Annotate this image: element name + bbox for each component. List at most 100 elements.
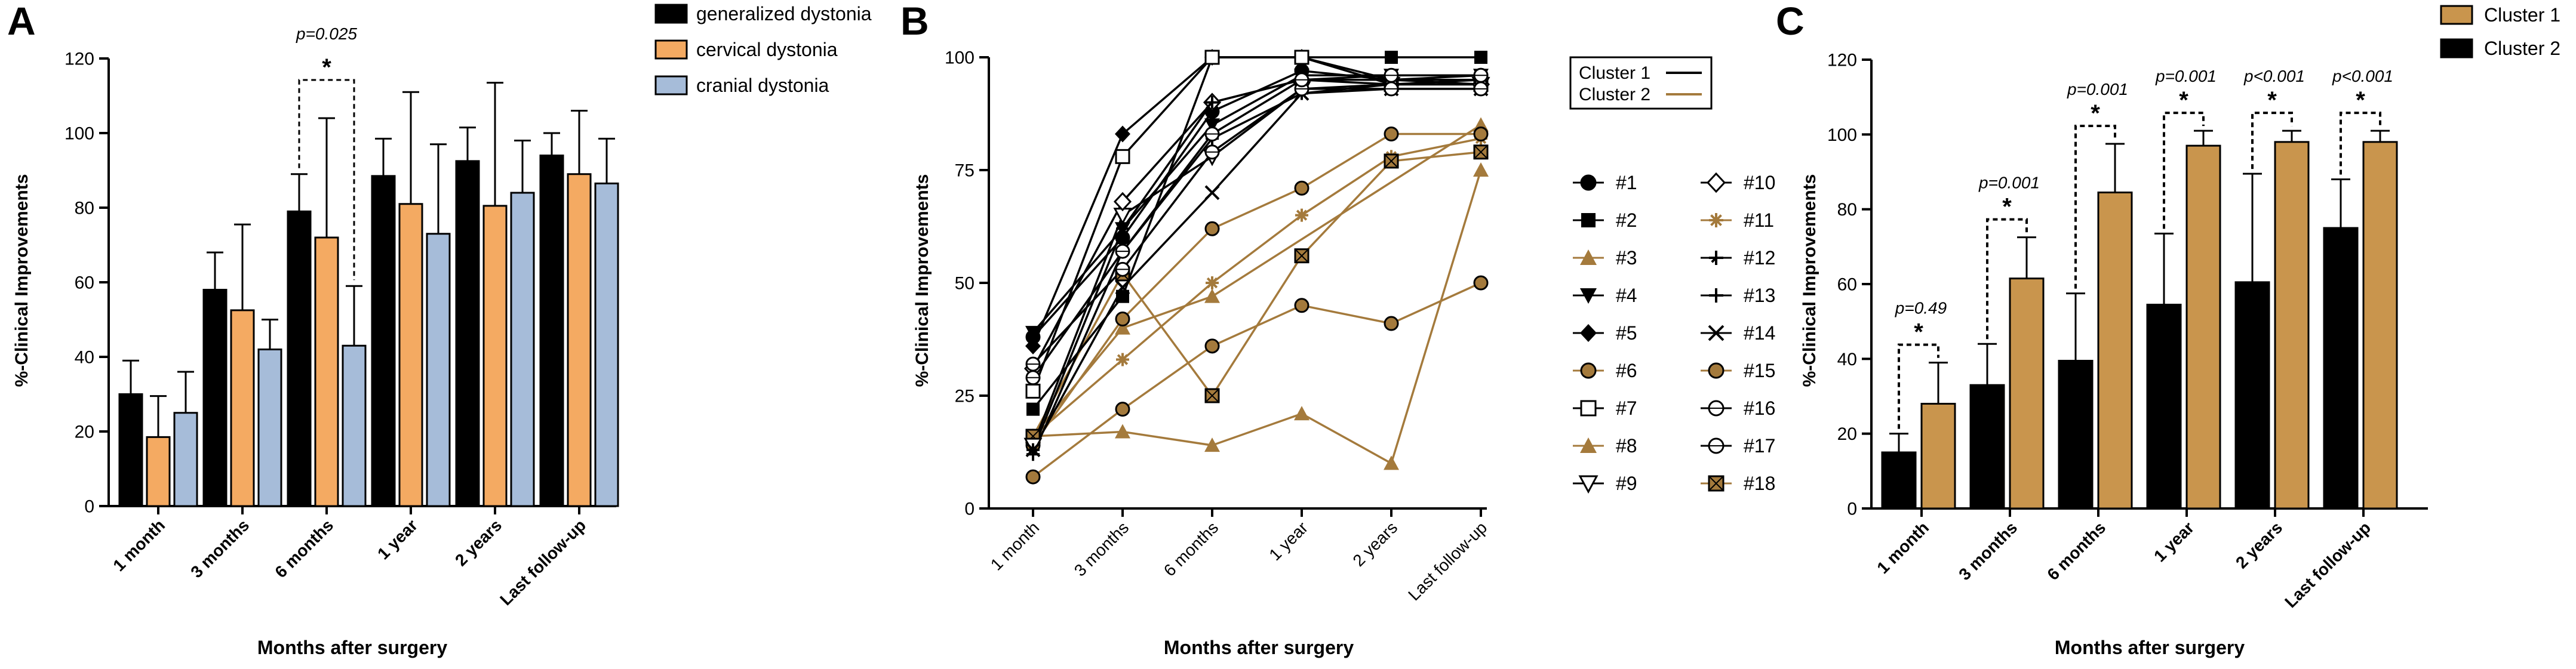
x-tick-label: 3 months: [1071, 518, 1132, 579]
bar-Cluster-2: [1969, 384, 2005, 510]
bar-cervical-dystonia: [482, 205, 508, 507]
series-line-p8: [1032, 169, 1482, 465]
marker-shape: [1115, 125, 1130, 143]
marker-shape: [1474, 145, 1488, 159]
panel-c: C 0 20 40 60 80 100 120 %-Clinical Improvements M…: [1776, 0, 2560, 658]
bar-Cluster-1: [1920, 403, 1956, 510]
marker-shape: [1204, 118, 1220, 133]
bar-Cluster-2: [2323, 227, 2359, 510]
marker-triangle: [1384, 455, 1399, 470]
significance-star: *: [2356, 87, 2365, 113]
x-tick-label: Last follow-up: [1404, 518, 1490, 604]
legend-label: #1: [1616, 172, 1637, 193]
marker-circle: [1580, 174, 1597, 191]
y-tick-label: 60: [1837, 275, 1857, 295]
marker-asterisk: [1295, 208, 1308, 222]
marker-circle: [1708, 362, 1724, 379]
marker-shape: [1294, 406, 1309, 421]
y-tick-label: 75: [955, 161, 975, 181]
bar-generalized-dystonia: [287, 210, 312, 507]
legend-swatch: [654, 39, 688, 60]
legend-label: #5: [1616, 322, 1637, 344]
marker-shape: [1115, 149, 1130, 164]
x-tick-label: 2 years: [451, 516, 505, 569]
series-line-p11: [1032, 137, 1481, 437]
marker-shape: [1580, 362, 1597, 379]
marker-circle-open: [1384, 81, 1399, 97]
marker-square: [1474, 51, 1487, 64]
marker-square-cross: [1204, 388, 1220, 403]
marker-shape: [1294, 180, 1309, 196]
x-tick-label: 1 year: [374, 516, 421, 563]
marker-asterisk: [1709, 213, 1723, 227]
marker-square-open: [1025, 383, 1041, 399]
bar-cervical-dystonia: [230, 309, 255, 507]
y-tick-label: 0: [84, 497, 94, 517]
marker-shape: [1204, 437, 1220, 452]
marker-shape: [1115, 424, 1130, 439]
marker-shape: [1204, 185, 1220, 201]
y-tick-label: 100: [945, 48, 975, 68]
legend-label: #15: [1744, 360, 1775, 381]
p-value: p<0.001: [2243, 67, 2305, 85]
significance-bracket: [2251, 112, 2293, 169]
marker-circle-open: [1708, 437, 1724, 454]
marker-shape: [1581, 213, 1596, 227]
marker-shape: [1384, 127, 1399, 142]
y-axis-title: %-Clinical Improvements: [1800, 174, 1819, 387]
legend-label: #17: [1744, 435, 1775, 457]
cluster-legend-label: Cluster 1: [1579, 63, 1650, 83]
marker-shape: [1473, 127, 1489, 142]
marker-circle-open: [1025, 370, 1041, 386]
marker-shape: [1205, 389, 1219, 403]
legend-label: #13: [1744, 285, 1775, 306]
x-axis-title: Months after surgery: [1164, 637, 1354, 658]
bar-Cluster-1: [2185, 144, 2221, 510]
marker-shape: [1295, 248, 1309, 263]
p-value: p=0.001: [2067, 80, 2128, 98]
x-tick-label: 3 months: [1955, 518, 2021, 584]
marker-shape: [1473, 162, 1489, 177]
legend-label: cervical dystonia: [696, 39, 838, 60]
marker-shape: [1474, 51, 1487, 64]
legend-swatch: [654, 4, 688, 24]
legend-swatch: [2440, 5, 2473, 25]
marker-circle: [1473, 275, 1489, 291]
bar-Cluster-1: [2274, 141, 2310, 510]
significance-star: *: [2002, 194, 2012, 220]
marker-circle-open: [1473, 81, 1489, 97]
x-tick-label: 2 years: [1349, 518, 1401, 570]
marker-triangle-down: [1025, 326, 1041, 341]
bar-cranial-dystonia: [173, 412, 198, 507]
x-tick-label: 3 months: [187, 516, 253, 581]
y-tick-label: 20: [75, 423, 94, 442]
x-tick-label: Last follow-up: [2281, 518, 2374, 611]
p-value: p=0.025: [296, 24, 357, 43]
series-line-p18: [1032, 151, 1481, 437]
marker-shape: [1580, 437, 1597, 453]
y-tick-label: 100: [64, 124, 94, 144]
significance-star: *: [322, 54, 331, 81]
marker-circle-open: [1115, 243, 1130, 259]
marker-triangle: [1115, 320, 1130, 335]
marker-diamond: [1580, 324, 1597, 342]
marker-square-open: [1294, 50, 1309, 65]
bar-cervical-dystonia: [146, 436, 171, 507]
y-tick-label: 120: [1827, 51, 1857, 70]
y-tick-label: 0: [964, 500, 975, 519]
marker-circle: [1204, 221, 1220, 236]
marker-shape: [1025, 469, 1041, 485]
bar-cervical-dystonia: [567, 173, 592, 507]
marker-asterisk: [1116, 353, 1129, 366]
panel-a: A 0 20 40 60 80 100 120 %-Clinical Improvements M…: [7, 0, 872, 658]
marker-shape: [1385, 51, 1398, 64]
marker-triangle-down-open: [1578, 475, 1599, 494]
series-line-p12: [1032, 79, 1481, 451]
legend-label: #9: [1616, 473, 1637, 494]
marker-shape: [1710, 214, 1722, 226]
marker-shape: [1115, 320, 1130, 335]
significance-bracket: [298, 79, 355, 280]
marker-square-open: [1580, 400, 1597, 417]
marker-shape: [1116, 222, 1129, 236]
y-axis-title: %-Clinical Improvements: [912, 174, 932, 387]
